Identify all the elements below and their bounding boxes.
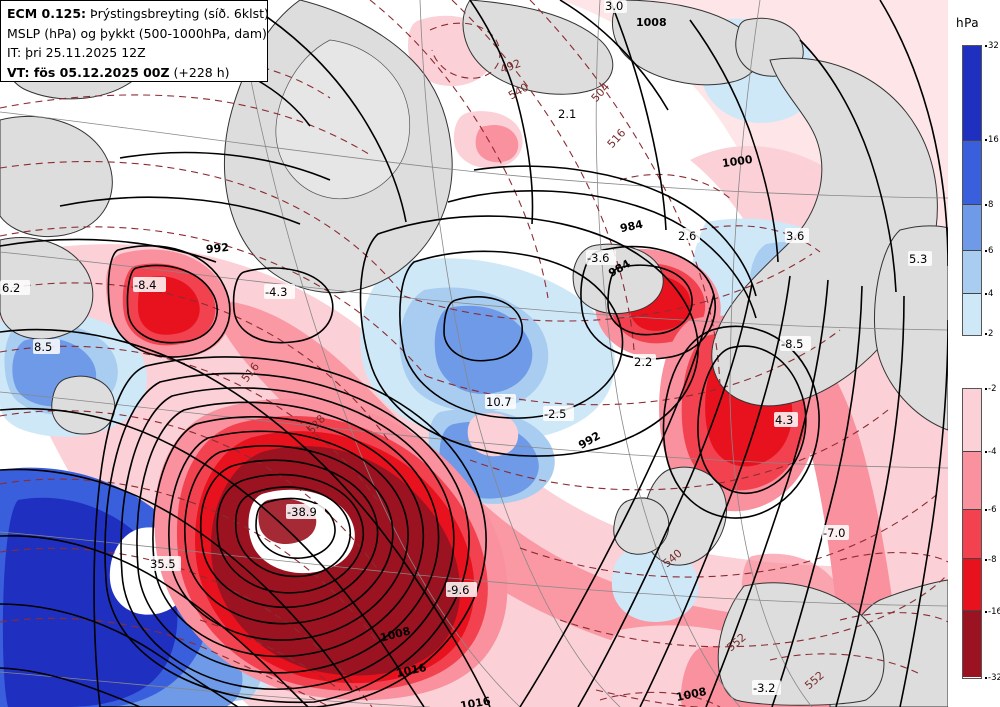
anomaly-value: -8.4 xyxy=(134,278,157,292)
colorbar-tick: -16 xyxy=(985,607,1000,617)
anomaly-value: -4.3 xyxy=(265,285,288,299)
label-backgrounds xyxy=(0,0,932,695)
valid-time: VT: fös 05.12.2025 00Z xyxy=(7,64,170,80)
anomaly-value: -2.5 xyxy=(544,407,567,421)
colorbar-tick-label: -32 xyxy=(988,673,1000,683)
colorbar-tick-label: 8 xyxy=(988,200,994,210)
anomaly-value: 10.7 xyxy=(486,395,512,409)
colorbar-tick: 6 xyxy=(985,246,993,256)
anomaly-value: -38.9 xyxy=(287,505,317,519)
colorbar-segment xyxy=(963,558,981,611)
colorbar-tick-label: 16 xyxy=(988,135,999,145)
colorbar-tick-label: -2 xyxy=(988,384,997,394)
colorbar-segment xyxy=(963,389,981,452)
colorbar-segment xyxy=(963,46,981,140)
mslp-label: 992 xyxy=(205,240,230,257)
colorbar-tick-label: 2 xyxy=(988,329,994,339)
anomaly-value: 2.2 xyxy=(634,355,653,369)
anomaly-value: 3.0 xyxy=(605,0,624,13)
forecast-info-box: ECM 0.125: Þrýstingsbreyting (síð. 6klst… xyxy=(0,0,269,83)
anomaly-value: 4.3 xyxy=(775,413,794,427)
anomaly-value: 2.1 xyxy=(558,107,577,121)
anomaly-value: 8.5 xyxy=(34,340,53,354)
colorbar-tick: 2 xyxy=(985,329,993,339)
colorbar-negative[interactable] xyxy=(962,388,982,679)
anomaly-value: -3.6 xyxy=(587,251,610,265)
anomaly-value: -7.0 xyxy=(823,526,846,540)
colorbar-segment xyxy=(963,139,981,204)
colorbar-tick-label: -16 xyxy=(988,607,1000,617)
title-line-valid: VT: fös 05.12.2025 00Z (+228 h) xyxy=(7,63,261,83)
anomaly-value: 2.6 xyxy=(678,229,697,243)
colorbar-tick: -2 xyxy=(985,384,996,394)
colorbar-tick-label: -4 xyxy=(988,447,997,457)
colorbar-segment xyxy=(963,508,981,559)
colorbar-segment xyxy=(963,451,981,509)
colorbar-tick: -8 xyxy=(985,555,996,565)
colorbar-tick-label: 32 xyxy=(988,41,999,51)
colorbar-tick: -6 xyxy=(985,505,996,515)
colorbar-tick-label: -6 xyxy=(988,505,997,515)
anomaly-value: -8.5 xyxy=(781,337,804,351)
colorbar-segment xyxy=(963,203,981,250)
field-description: Þrýstingsbreyting (síð. 6klst) xyxy=(86,6,269,21)
colorbar-tick: 4 xyxy=(985,289,993,299)
model-name: ECM 0.125: xyxy=(7,6,87,21)
anomaly-value: 6.2 xyxy=(2,281,21,295)
anomaly-value: 5.3 xyxy=(909,252,928,266)
colorbar-segment xyxy=(963,293,981,335)
colorbar-positive[interactable] xyxy=(962,45,982,336)
colorbar-segment xyxy=(963,249,981,294)
colorbar-unit-label: hPa xyxy=(956,16,980,30)
anomaly-value: -9.6 xyxy=(447,583,470,597)
colorbar-tick: 32 xyxy=(985,41,999,51)
title-line-model: ECM 0.125: Þrýstingsbreyting (síð. 6klst… xyxy=(7,4,269,24)
colorbar-tick-label: 4 xyxy=(988,289,994,299)
colorbar-tick-label: -8 xyxy=(988,555,997,565)
forecast-hour: (+228 h) xyxy=(169,64,230,80)
colorbar-tick: -4 xyxy=(985,447,996,457)
anomaly-value: 35.5 xyxy=(150,557,176,571)
graticule-layer xyxy=(0,0,948,707)
anomaly-value: 3.6 xyxy=(786,229,805,243)
mslp-contours xyxy=(0,0,948,707)
title-line-init: IT: þri 25.11.2025 12Z xyxy=(7,45,146,60)
map-canvas xyxy=(0,0,948,707)
mslp-label: 1008 xyxy=(636,16,667,29)
colorbar-panel: hPa 32 16 8 6 4 2 -2 -4 -6 -8 -16 -32 xyxy=(948,0,1000,707)
title-line-fields: MSLP (hPa) og þykkt (500-1000hPa, dam) xyxy=(7,25,267,41)
colorbar-tick: -32 xyxy=(985,673,1000,683)
colorbar-segment xyxy=(963,610,981,677)
colorbar-tick: 16 xyxy=(985,135,999,145)
colorbar-tick-label: 6 xyxy=(988,246,994,256)
colorbar-tick: 8 xyxy=(985,200,993,210)
forecast-map[interactable]: 6.2 -8.4 8.5 -4.3 2.1 2.6 -3.6 3.6 5.3 -… xyxy=(0,0,948,707)
anomaly-value: -3.2 xyxy=(753,681,776,695)
